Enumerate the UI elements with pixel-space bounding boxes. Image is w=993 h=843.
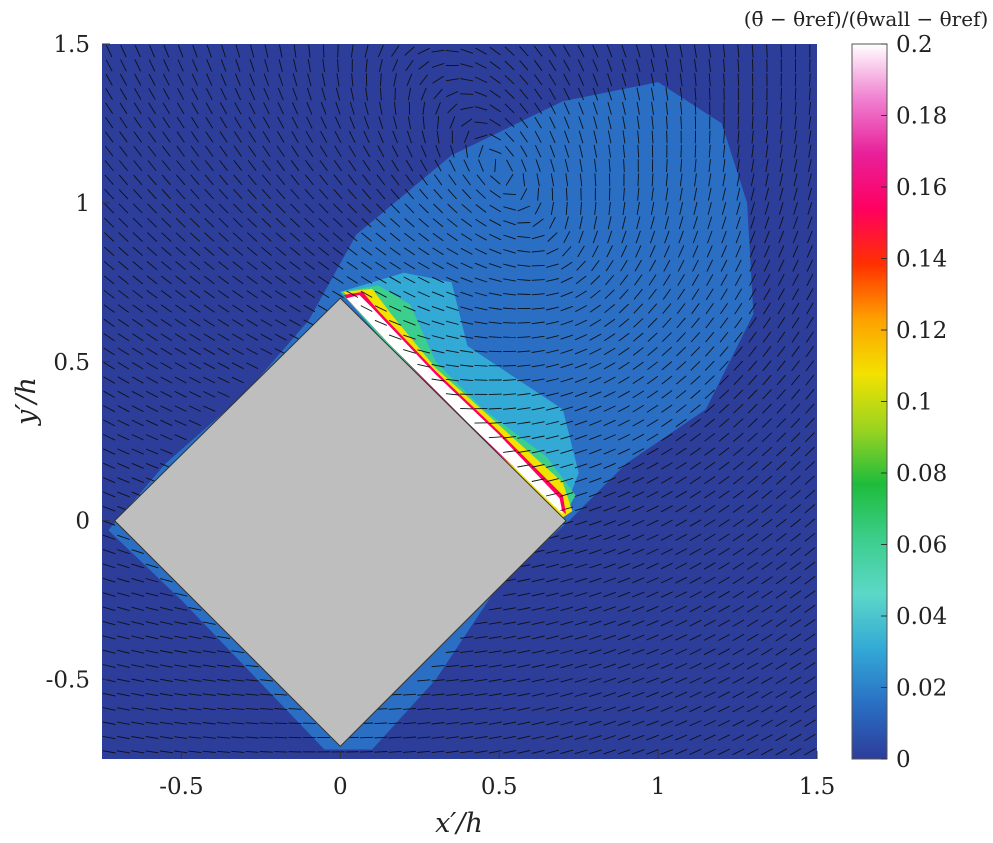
x-tick-label: 0.5 bbox=[481, 774, 518, 800]
colorbar-tick-label: 0.16 bbox=[896, 175, 947, 201]
y-tick-label: 1 bbox=[75, 191, 90, 217]
colorbar-label: (θ̄ − θref)/(θwall − θref) bbox=[744, 7, 989, 31]
contour-region-6 bbox=[346, 295, 563, 515]
colorbar-tick-label: 0.18 bbox=[896, 104, 947, 130]
y-axis-label: y′/h bbox=[11, 377, 42, 426]
y-tick-label: 1.5 bbox=[53, 32, 90, 58]
y-tick-label: -0.5 bbox=[46, 668, 90, 694]
y-tick-label: 0.5 bbox=[53, 350, 90, 376]
colorbar-tick-label: 0.1 bbox=[896, 390, 933, 416]
obstacle-cube bbox=[113, 297, 567, 748]
colorbar-tick-label: 0 bbox=[896, 747, 911, 773]
colorbar-tick-label: 0.14 bbox=[896, 247, 947, 273]
colorbar: 00.020.040.060.080.10.120.140.160.180.2 … bbox=[744, 7, 989, 773]
x-axis-ticks: -0.5 0 0.5 1 1.5 bbox=[159, 751, 835, 800]
y-axis-ticks: -0.5 0 0.5 1 1.5 bbox=[46, 32, 110, 694]
x-tick-label: -0.5 bbox=[159, 774, 203, 800]
x-axis-label: x′/h bbox=[435, 808, 483, 839]
y-tick-label: 0 bbox=[75, 509, 90, 535]
colorbar-tick-label: 0.2 bbox=[896, 32, 933, 58]
colorbar-tick-label: 0.08 bbox=[896, 461, 947, 487]
colorbar-tick-label: 0.06 bbox=[896, 533, 947, 559]
colorbar-tick-label: 0.02 bbox=[896, 676, 947, 702]
colorbar-tick-label: 0.12 bbox=[896, 318, 947, 344]
colorbar-ticks: 0 0.02 0.04 0.06 0.08 0.1 0.12 0.14 0.16 0.18 0.2 bbox=[881, 32, 947, 773]
plot-area bbox=[102, 44, 817, 759]
x-tick-label: 0 bbox=[333, 774, 348, 800]
x-tick-label: 1.5 bbox=[799, 774, 836, 800]
x-tick-label: 1 bbox=[651, 774, 666, 800]
colorbar-tick-label: 0.04 bbox=[896, 604, 947, 630]
velocity-vectors bbox=[102, 44, 816, 756]
